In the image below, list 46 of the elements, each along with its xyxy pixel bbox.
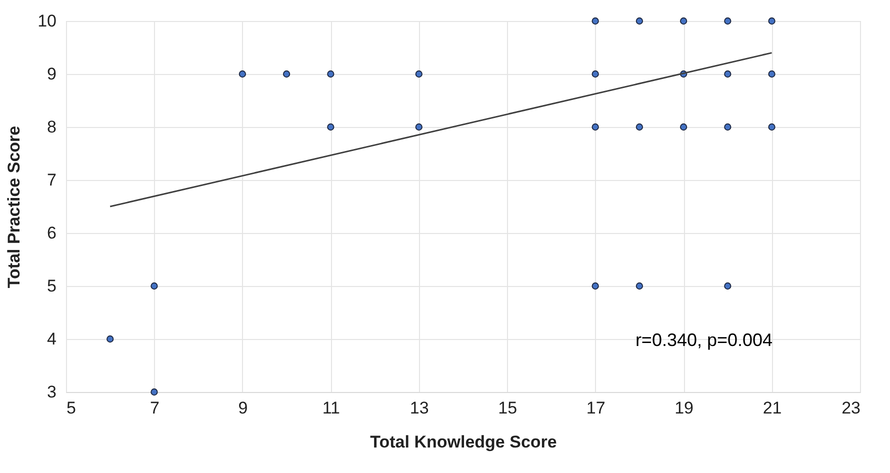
y-tick-label: 9: [47, 64, 56, 84]
point: [327, 123, 334, 131]
x-tick-label: 21: [762, 398, 782, 418]
point: [238, 70, 246, 78]
point: [680, 17, 688, 25]
x-tick-label: 13: [410, 398, 429, 418]
point: [415, 123, 422, 131]
x-tick-label: 15: [498, 398, 518, 418]
x-tick-label: 17: [586, 398, 606, 418]
annotation: r=0.340, p=0.004: [635, 330, 773, 350]
point: [768, 17, 776, 25]
point: [768, 123, 776, 131]
y-tick-label: 6: [47, 224, 56, 242]
point: [768, 70, 776, 78]
point: [724, 123, 732, 131]
x-tick-label: 9: [238, 398, 248, 418]
point: [106, 335, 114, 343]
point: [282, 70, 290, 78]
y-tick-label: 3: [47, 382, 56, 402]
x-tick-label: 11: [322, 398, 340, 418]
y-tick-label: 4: [47, 330, 56, 348]
point: [150, 388, 158, 396]
point: [592, 17, 599, 25]
point: [724, 282, 732, 290]
point: [150, 282, 158, 290]
point: [636, 282, 644, 290]
x-axis-title: Total Knowledge Score: [370, 432, 557, 452]
point: [327, 70, 334, 78]
point: [592, 70, 599, 78]
x-tick-label: 23: [842, 398, 860, 418]
y-axis-title: Total Practice Score: [4, 126, 24, 288]
point: [724, 17, 732, 25]
y-tick-label: 7: [47, 170, 56, 190]
x-tick-label: 19: [674, 398, 694, 418]
x-tick-label: 5: [66, 398, 76, 418]
point: [724, 70, 732, 78]
x-tick-label: 7: [150, 398, 160, 418]
point: [636, 123, 644, 131]
point: [680, 123, 688, 131]
point: [636, 17, 644, 25]
point: [415, 70, 422, 78]
y-tick-label: 5: [47, 276, 56, 296]
point: [592, 282, 599, 290]
y-tick-label: 8: [47, 118, 56, 136]
y-tick-label: 10: [38, 12, 56, 30]
point: [592, 123, 599, 131]
